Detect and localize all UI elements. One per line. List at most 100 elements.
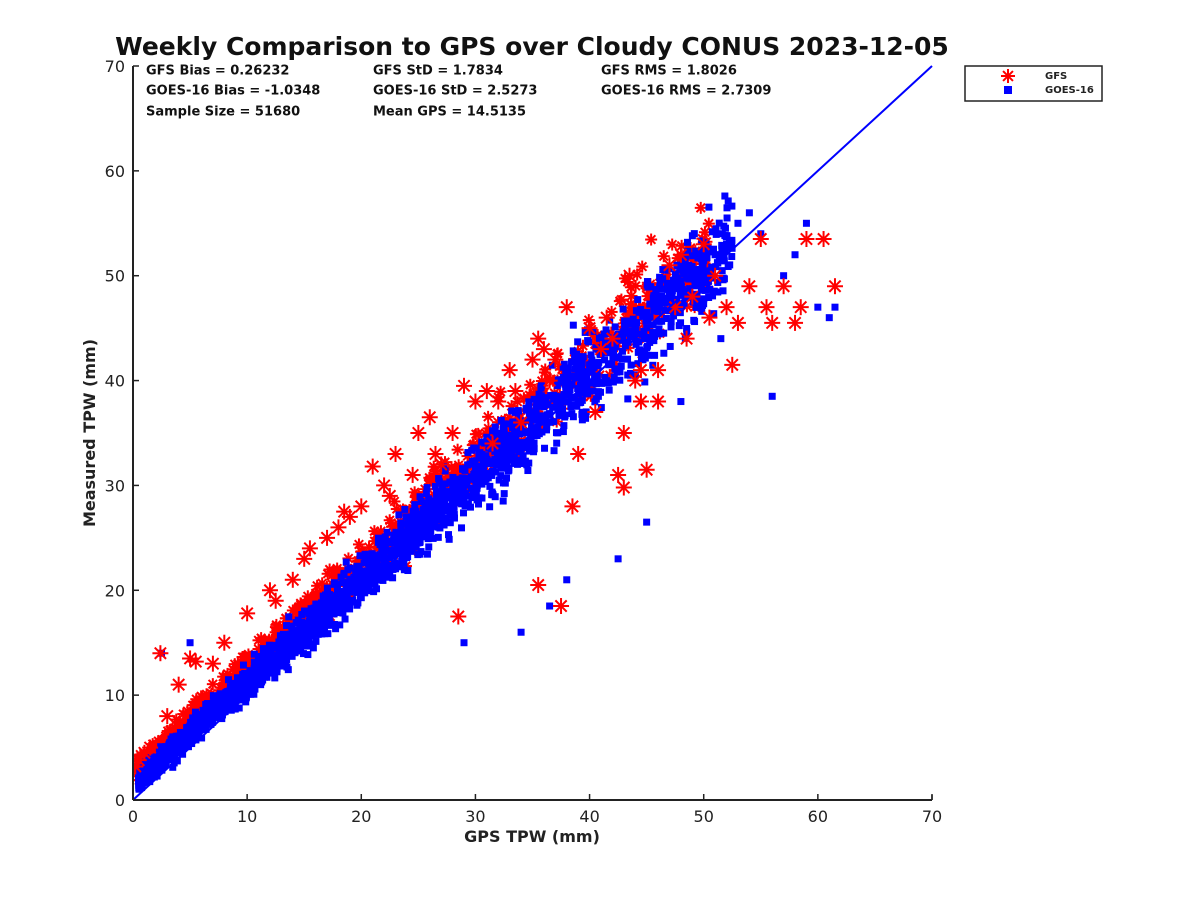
legend-marker-gfs: [1001, 69, 1015, 83]
goes-16-point: [187, 639, 194, 646]
goes-16-point: [135, 782, 142, 789]
goes-16-point: [576, 399, 583, 406]
x-tick-label: 60: [808, 807, 828, 826]
gfs-point: [753, 231, 769, 247]
goes-16-point: [584, 337, 591, 344]
stat-r2-c0: Sample Size = 51680: [146, 105, 300, 120]
goes-16-point: [658, 318, 665, 325]
gfs-point: [673, 247, 689, 263]
x-axis-label: GPS TPW (mm): [464, 827, 600, 846]
goes-16-point: [574, 338, 581, 345]
gfs-point: [530, 577, 546, 593]
goes-16-point: [562, 412, 569, 419]
goes-16-point: [583, 370, 590, 377]
goes-16-point: [356, 552, 363, 559]
gfs-legend-asterisk: [1001, 69, 1015, 83]
y-tick-label: 40: [105, 372, 125, 391]
goes-16-point: [612, 323, 619, 330]
goes-16-point: [603, 326, 610, 333]
goes-16-point: [541, 445, 548, 452]
x-tick-label: 0: [128, 807, 138, 826]
gfs-point: [485, 435, 501, 451]
goes-16-point: [536, 430, 543, 437]
gfs-point: [730, 315, 746, 331]
goes-16-point: [373, 585, 380, 592]
goes-16-point: [655, 298, 662, 305]
goes-16-point: [322, 591, 329, 598]
goes-16-point: [318, 611, 325, 618]
gfs-point: [633, 394, 649, 410]
gfs-point: [470, 428, 482, 440]
goes-16-point: [469, 460, 476, 467]
gfs-point: [365, 459, 381, 475]
gfs-point: [553, 598, 569, 614]
goes-16-point: [586, 361, 593, 368]
gfs-point: [388, 446, 404, 462]
goes-16-point: [447, 519, 454, 526]
goes-16-point: [407, 514, 414, 521]
goes-16-point: [491, 456, 498, 463]
goes-16-point: [311, 605, 318, 612]
goes-16-point: [411, 501, 418, 508]
goes-16-point: [198, 718, 205, 725]
x-tick-label: 70: [922, 807, 942, 826]
goes-16-point: [260, 645, 267, 652]
goes-16-point: [232, 686, 239, 693]
goes-16-point: [255, 665, 262, 672]
goes-16-point: [469, 476, 476, 483]
one-to-one-line: [133, 66, 932, 800]
gfs-point: [268, 593, 284, 609]
gfs-point: [719, 299, 735, 315]
y-tick-label: 60: [105, 162, 125, 181]
goes-16-point: [728, 253, 735, 260]
gfs-point: [353, 498, 369, 514]
goes-16-point: [458, 524, 465, 531]
x-tick-label: 50: [694, 807, 714, 826]
goes-16-point: [551, 447, 558, 454]
goes-16-point: [620, 330, 627, 337]
gfs-point: [639, 462, 655, 478]
goes-16-point: [240, 662, 247, 669]
goes-16-point: [540, 403, 547, 410]
goes-16-point: [649, 329, 656, 336]
goes-16-point: [435, 534, 442, 541]
goes-16-point: [289, 634, 296, 641]
goes-16-point: [546, 603, 553, 610]
gfs-point: [650, 362, 666, 378]
gfs-point: [599, 310, 615, 326]
goes-16-point: [200, 724, 207, 731]
goes-16-point: [426, 508, 433, 515]
goes-16-point: [660, 350, 667, 357]
goes-16-point: [652, 286, 659, 293]
goes-16-point: [570, 322, 577, 329]
goes-16-point: [553, 440, 560, 447]
goes-16-point: [577, 360, 584, 367]
goes-16-point: [769, 393, 776, 400]
goes-16-point: [225, 676, 232, 683]
goes-16-point: [575, 353, 582, 360]
gfs-point: [482, 411, 494, 423]
gfs-point: [142, 740, 158, 756]
goes-16-point: [460, 509, 467, 516]
gfs-point: [587, 404, 603, 420]
gfs-point: [410, 425, 426, 441]
goes-16-point: [277, 634, 284, 641]
goes-16-point: [634, 296, 641, 303]
goes-16-point: [525, 398, 532, 405]
y-tick-label: 20: [105, 581, 125, 600]
goes-16-point: [712, 251, 719, 258]
gfs-point: [239, 605, 255, 621]
goes-16-point: [506, 435, 513, 442]
goes-16-point: [695, 267, 702, 274]
goes-16-point: [332, 625, 339, 632]
goes-16-point: [244, 676, 251, 683]
goes-16-point: [650, 307, 657, 314]
gfs-point: [758, 299, 774, 315]
goes-16-point: [312, 613, 319, 620]
gfs-point: [336, 504, 352, 520]
gfs-point: [495, 386, 507, 398]
goes-16-point: [432, 483, 439, 490]
gfs-point: [604, 331, 620, 347]
